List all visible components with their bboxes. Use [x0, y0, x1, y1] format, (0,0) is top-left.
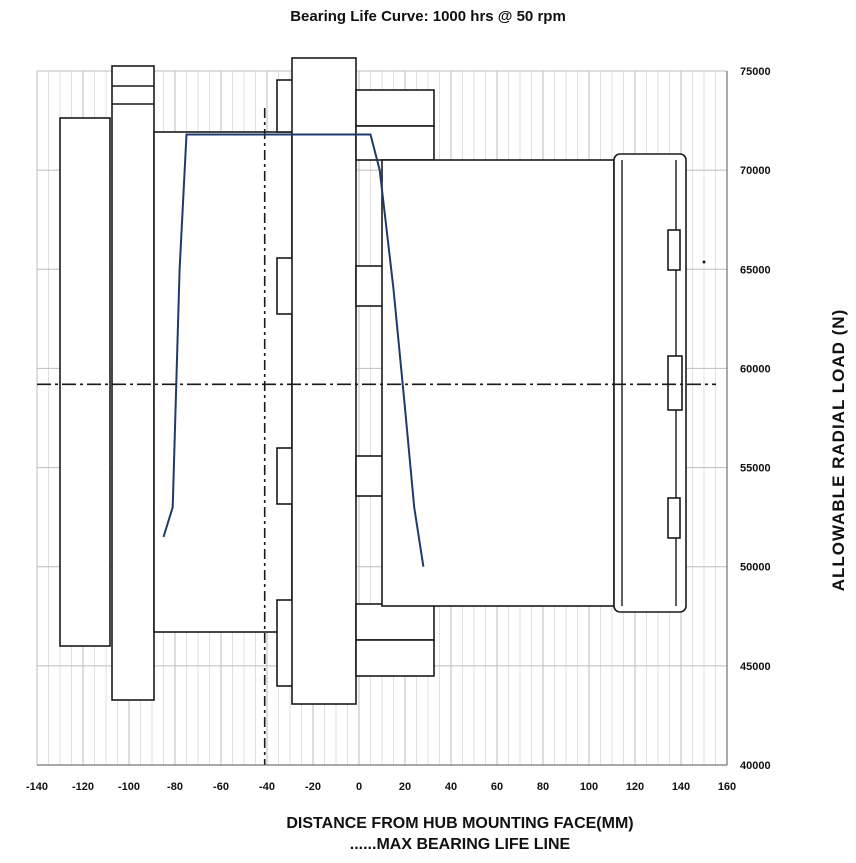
stud-right-1 [355, 89, 435, 127]
cap-bolt-3 [667, 497, 681, 539]
chart-title: Bearing Life Curve: 1000 hrs @ 50 rpm [290, 8, 566, 25]
y-tick-label: 50000 [740, 562, 771, 574]
x-tick-label: -80 [167, 781, 183, 793]
x-tick-label: -120 [72, 781, 94, 793]
x-axis-label: DISTANCE FROM HUB MOUNTING FACE(MM) [286, 815, 634, 832]
y-tick-label: 45000 [740, 661, 771, 673]
x-tick-label: -20 [305, 781, 321, 793]
stud-right-2 [355, 125, 435, 161]
y-axis-label: ALLOWABLE RADIAL LOAD (N) [829, 308, 848, 592]
y-tick-label: 55000 [740, 463, 771, 475]
x-tick-label: 120 [626, 781, 644, 793]
x-tick-label: 60 [491, 781, 503, 793]
axes: -140 -120 -100 -80 -60 -40 -20 0 20 40 60 80 100 120 1… [26, 66, 771, 793]
x-tick-label: 0 [356, 781, 362, 793]
x-tick-label: 20 [399, 781, 411, 793]
series-layer [162, 133, 425, 567]
stud-right-5 [355, 603, 435, 641]
x-tick-label: -140 [26, 781, 48, 793]
x-tick-label: -40 [259, 781, 275, 793]
stud-left-1 [276, 79, 294, 133]
hub-body [153, 131, 293, 633]
stud-left-2 [276, 257, 294, 315]
stud-left-4 [276, 599, 294, 687]
y-tick-label: 40000 [740, 760, 771, 772]
x-tick-label: 40 [445, 781, 457, 793]
x-tick-label: 100 [580, 781, 598, 793]
hub-cap-body [381, 159, 615, 607]
hub-back-flange [59, 117, 111, 647]
y-tick-label: 65000 [740, 264, 771, 276]
hub-mounting-plate [111, 65, 155, 701]
reference-lines [37, 108, 716, 765]
y-tick-label: 70000 [740, 165, 771, 177]
stud-left-3 [276, 447, 294, 505]
wheel-flange [291, 57, 357, 705]
x-tick-label: 140 [672, 781, 690, 793]
bearing-life-line [162, 133, 425, 567]
cap-bolt-1 [667, 229, 681, 271]
legend-text: ......MAX BEARING LIFE LINE [349, 836, 571, 853]
stud-right-6 [355, 639, 435, 677]
y-tick-label: 75000 [740, 66, 771, 78]
x-tick-label: 160 [718, 781, 736, 793]
x-tick-label: -100 [118, 781, 140, 793]
x-tick-label: -60 [213, 781, 229, 793]
cap-bolt-2 [667, 355, 683, 411]
hub-drawing [59, 57, 706, 705]
x-tick-label: 80 [537, 781, 549, 793]
y-tick-label: 60000 [740, 363, 771, 375]
